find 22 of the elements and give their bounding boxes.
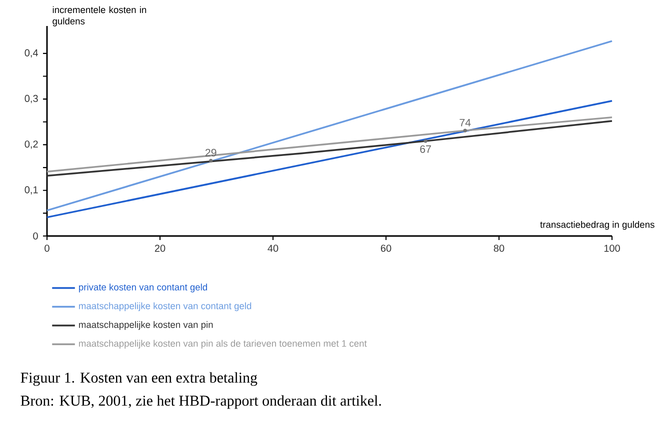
annotation: 67	[420, 145, 431, 153]
y-tick-label: 0	[33, 232, 38, 240]
x-tick-label: 0	[44, 244, 50, 252]
annotation: 29	[205, 148, 216, 156]
legend-label: maatschappelijke kosten van contant geld	[79, 302, 252, 312]
annotation: 74	[460, 118, 471, 126]
x-tick-label: 40	[268, 244, 278, 252]
y-tick-label: 0,1	[24, 186, 38, 194]
x-axis-title: transactiebedrag in guldens	[540, 221, 654, 230]
y-axis-title: incrementele kosten in guldens	[52, 6, 146, 26]
legend-label: private kosten van contant geld	[79, 284, 207, 292]
legend-label: maatschappelijke kosten van pin	[79, 321, 213, 330]
text: Figuur 1. Kosten van een extra betaling	[20, 372, 258, 386]
text: Bron: KUB, 2001, zie het HBD-rapport onderaan dit artikel.	[20, 395, 381, 409]
y-tick-label: 0,3	[24, 94, 38, 104]
x-tick-label: 80	[494, 244, 504, 252]
legend-label: maatschappelijke kosten van pin als de tarieven toenemen met 1 cent	[79, 340, 367, 349]
x-tick-label: 100	[604, 244, 620, 252]
x-tick-label: 60	[380, 244, 392, 252]
x-tick-label: 20	[154, 244, 166, 252]
y-tick-label: 0,2	[24, 140, 38, 149]
y-tick-label: 0,4	[24, 49, 38, 58]
